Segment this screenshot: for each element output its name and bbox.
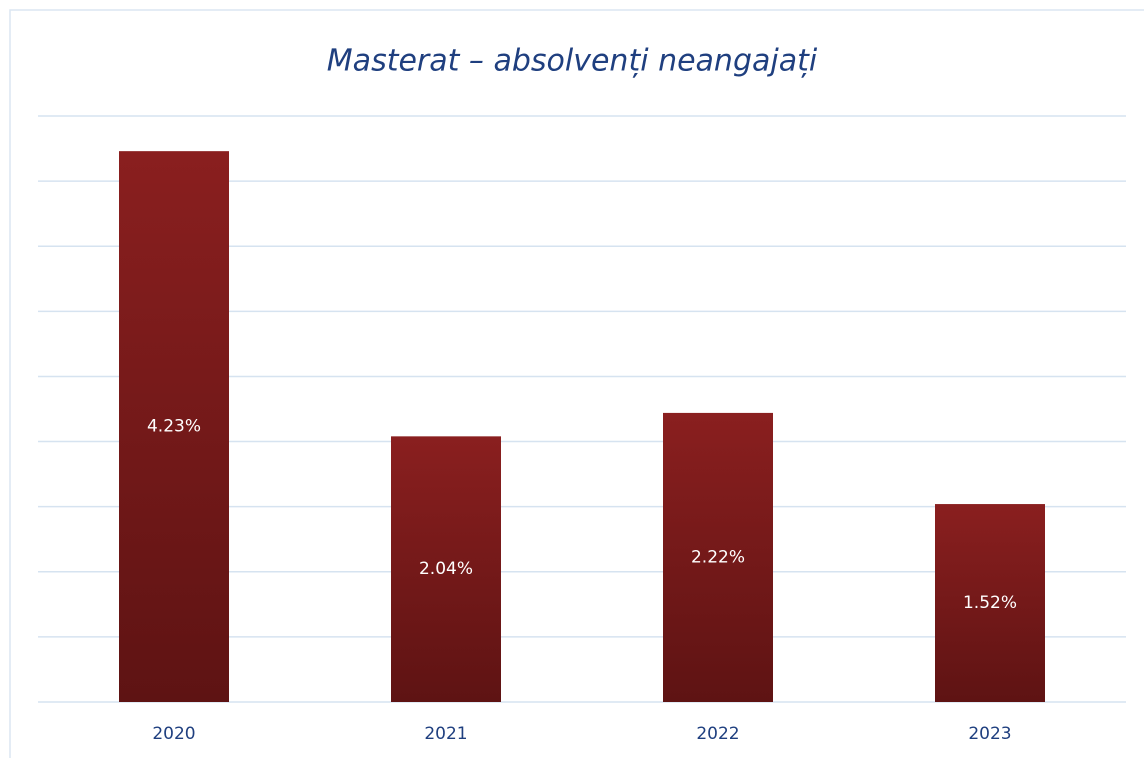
x-tick-label: 2023	[968, 724, 1011, 744]
bar	[119, 151, 229, 702]
data-label: 4.23%	[147, 417, 201, 437]
data-label: 2.22%	[691, 547, 745, 567]
chart-title: Masterat – absolvenți neangajați	[327, 44, 818, 79]
bar	[663, 412, 773, 702]
data-label: 2.04%	[419, 559, 473, 579]
x-tick-label: 2022	[696, 724, 739, 744]
bar	[391, 436, 501, 702]
x-tick-label: 2021	[424, 724, 467, 744]
bar	[935, 504, 1045, 702]
x-tick-label: 2020	[152, 724, 195, 744]
chart-border	[9, 9, 1144, 758]
data-label: 1.52%	[963, 593, 1017, 613]
